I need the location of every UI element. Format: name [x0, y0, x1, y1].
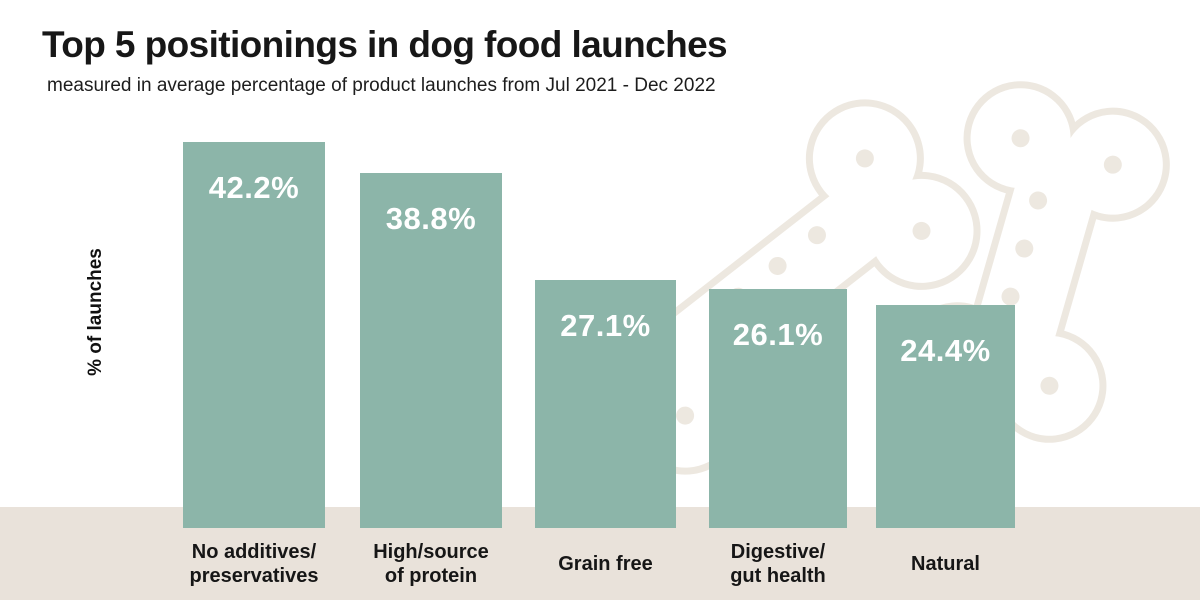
bar-category-label: Grain free [558, 552, 653, 575]
bar-category-label: Natural [911, 552, 980, 575]
bar-value-label: 38.8% [385, 201, 477, 236]
bar-value-label: 26.1% [732, 317, 824, 352]
bar-category-label: No additives/ preservatives [189, 540, 319, 587]
y-axis-label: % of launches [85, 248, 106, 376]
bar-category-label: High/source of protein [373, 540, 489, 587]
chart-subtitle: measured in average percentage of produc… [47, 74, 716, 96]
bar: 26.1% [709, 289, 847, 528]
bar-value-label: 27.1% [560, 308, 651, 343]
bar-value-label: 42.2% [208, 170, 300, 205]
bar: 24.4% [876, 305, 1015, 528]
bar-category-label: Digestive/ gut health [730, 540, 826, 587]
header: Top 5 positionings in dog food launches … [42, 24, 728, 97]
bar: 38.8% [360, 173, 502, 528]
bar: 27.1% [535, 280, 676, 528]
bar-value-label: 24.4% [900, 333, 991, 368]
bar: 42.2% [183, 142, 325, 528]
chart-title: Top 5 positionings in dog food launches [42, 24, 728, 65]
